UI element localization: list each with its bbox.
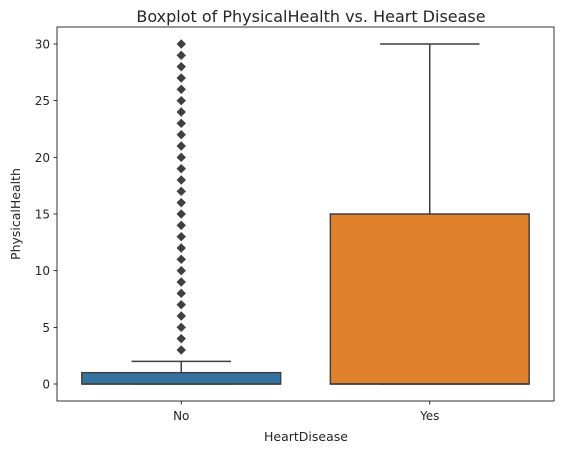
y-tick-label: 15 bbox=[35, 208, 50, 222]
y-tick-label: 20 bbox=[35, 151, 50, 165]
box-iqr bbox=[330, 214, 529, 384]
y-tick-label: 10 bbox=[35, 264, 50, 278]
x-tick-label: No bbox=[173, 409, 189, 423]
x-axis-label: HeartDisease bbox=[264, 429, 348, 444]
y-tick-label: 25 bbox=[35, 94, 50, 108]
y-tick-label: 30 bbox=[35, 38, 50, 52]
y-axis: 0 5 10 15 20 25 30 bbox=[35, 38, 57, 392]
y-tick-label: 0 bbox=[42, 378, 50, 392]
chart-title: Boxplot of PhysicalHealth vs. Heart Dise… bbox=[136, 7, 485, 26]
y-tick-label: 5 bbox=[42, 321, 50, 335]
box-iqr bbox=[82, 373, 281, 384]
x-tick-label: Yes bbox=[419, 409, 439, 423]
x-axis: No Yes bbox=[173, 401, 439, 423]
y-axis-label: PhysicalHealth bbox=[8, 168, 23, 260]
